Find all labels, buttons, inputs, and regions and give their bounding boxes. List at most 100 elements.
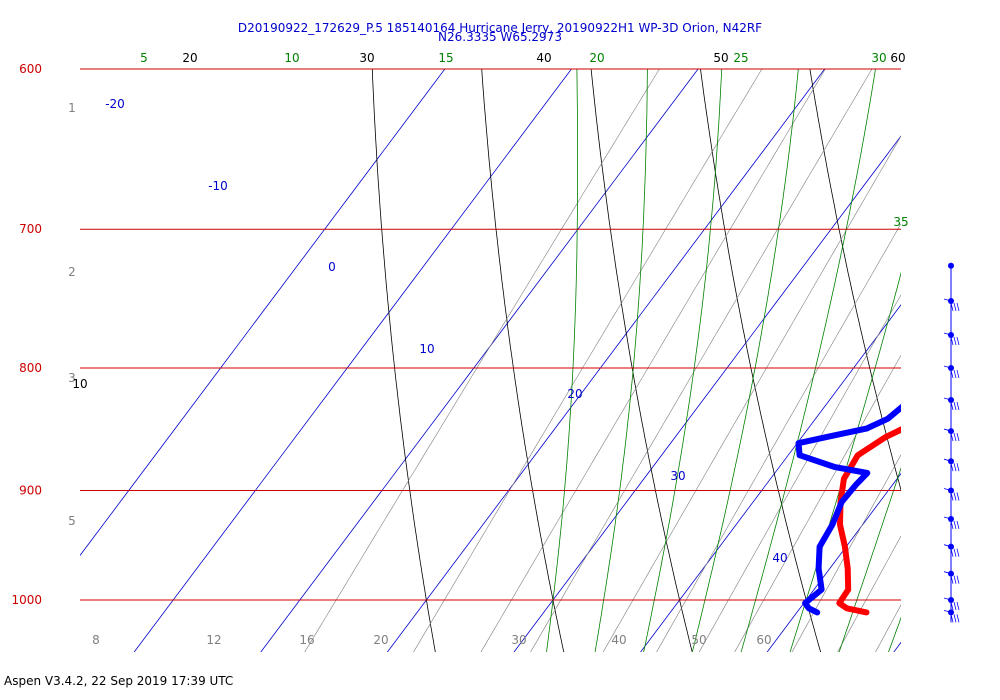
wind-barb-flag xyxy=(953,492,957,501)
mixing-ratio-line xyxy=(837,535,901,652)
isotherm-line xyxy=(133,69,572,652)
mixing-ratio-line xyxy=(875,604,901,652)
mixing-ratio-line xyxy=(970,0,1000,680)
wind-barb xyxy=(943,488,960,501)
isotherm-line xyxy=(893,641,901,652)
wind-barb-flag xyxy=(953,575,957,584)
moist-adiabat-label: 10 xyxy=(284,51,299,65)
mixing-ratio-line xyxy=(656,223,901,652)
isotherm-label: 10 xyxy=(419,342,434,356)
wind-barb-flag xyxy=(943,488,952,491)
height-label: 2 xyxy=(68,265,76,279)
wind-barb-flag xyxy=(953,302,957,312)
wind-barb-flag xyxy=(953,336,957,346)
wind-barb-flag xyxy=(943,610,952,613)
height-label: 5 xyxy=(68,514,76,528)
dry-adiabat-label: 20 xyxy=(182,51,197,65)
dry-adiabat-label: 40 xyxy=(536,51,551,65)
mixing-ratio-line xyxy=(304,69,660,652)
wind-barb-flag xyxy=(943,544,952,548)
moist-adiabat-label: 20 xyxy=(589,51,604,65)
moist-adiabat-line xyxy=(643,69,723,652)
dry-adiabat-line xyxy=(700,69,822,652)
isotherm-label: 20 xyxy=(567,387,582,401)
mixing-ratio-line xyxy=(922,0,1000,680)
wind-barb-flag xyxy=(950,520,954,530)
wind-barb-flag xyxy=(943,571,952,575)
isotherm-label: 40 xyxy=(772,551,787,565)
moist-adiabat-label: 15 xyxy=(438,51,453,65)
wind-barb xyxy=(943,458,960,472)
wind-barb-flag xyxy=(950,432,954,442)
wind-barb-flag xyxy=(950,463,954,472)
pressure-label: 600 xyxy=(19,62,42,76)
wind-barb-flag xyxy=(956,302,960,312)
dry-adiabat-label: 30 xyxy=(359,51,374,65)
dry-adiabat-line xyxy=(809,69,901,492)
wind-barb xyxy=(943,516,960,530)
isotherm-line xyxy=(640,304,901,652)
wind-barb-flag xyxy=(953,369,957,379)
wind-barb-flag xyxy=(956,548,960,557)
wind-barb-flag xyxy=(956,614,960,623)
wind-barb-flag xyxy=(943,516,952,520)
mixing-ratio-line xyxy=(791,454,901,652)
wind-barb-flag xyxy=(943,428,952,432)
moist-adiabat-line xyxy=(927,0,1000,680)
moist-adiabat-line xyxy=(789,271,901,652)
isotherm-line xyxy=(766,472,901,652)
height-label: 1 xyxy=(68,101,76,115)
mixing-ratio-line xyxy=(480,69,826,652)
wind-barb-flag xyxy=(953,432,957,442)
wind-barb-flag xyxy=(956,601,960,611)
isotherm-line xyxy=(260,69,699,652)
wind-barb-flag xyxy=(950,369,954,379)
moist-adiabat-line xyxy=(838,467,901,652)
wind-barb-flag xyxy=(950,601,954,611)
wind-barb-flag xyxy=(953,401,957,411)
isotherm-line xyxy=(513,135,901,652)
moist-adiabat-line xyxy=(740,69,876,652)
wind-barb-flag xyxy=(956,463,960,472)
wind-barb xyxy=(943,428,960,442)
wind-barb-flag xyxy=(956,432,960,442)
dry-adiabat-line xyxy=(481,69,565,652)
wind-barb-flag xyxy=(950,401,954,411)
chart-title: D20190922_172629_P.5 185140164 Hurricane… xyxy=(237,21,763,35)
mixing-ratio-line xyxy=(893,0,1000,680)
isotherm-label: -20 xyxy=(105,97,125,111)
wind-barb-flag xyxy=(953,520,957,530)
dry-adiabat-label: 10 xyxy=(72,377,87,391)
moist-adiabat-label: 35 xyxy=(893,215,908,229)
wind-barb xyxy=(943,610,960,623)
wind-barb-flag xyxy=(943,332,952,336)
isotherm-label: 30 xyxy=(670,469,685,483)
mixing-ratio-line xyxy=(602,135,901,652)
moist-adiabat-label: 5 xyxy=(140,51,148,65)
wind-barb-flag xyxy=(950,548,954,557)
wind-barb xyxy=(943,544,960,557)
moist-adiabat-line xyxy=(691,69,799,652)
mixing-ratio-label: 8 xyxy=(92,633,100,647)
wind-barb-point xyxy=(948,262,954,269)
wind-barb xyxy=(943,397,960,411)
dry-adiabat-line xyxy=(906,0,1000,680)
isotherm-line xyxy=(80,69,446,557)
mixing-ratio-label: 60 xyxy=(756,633,771,647)
wind-barb-flag xyxy=(950,492,954,501)
pressure-label: 800 xyxy=(19,361,42,375)
chart-subtitle: N26.3335 W65.2973 xyxy=(438,30,562,44)
wind-barb-flag xyxy=(943,397,952,401)
mixing-ratio-line xyxy=(734,354,901,652)
mixing-ratio-label: 12 xyxy=(206,633,221,647)
moist-adiabat-label: 30 xyxy=(871,51,886,65)
pressure-label: 900 xyxy=(19,483,42,497)
wind-barb-flag xyxy=(943,597,952,601)
wind-barb xyxy=(943,597,960,611)
wind-barb-flag xyxy=(950,575,954,584)
wind-barb-flag xyxy=(953,614,957,623)
wind-barb-flag xyxy=(950,302,954,312)
wind-barb xyxy=(943,298,960,312)
wind-barb-flag xyxy=(943,365,952,369)
